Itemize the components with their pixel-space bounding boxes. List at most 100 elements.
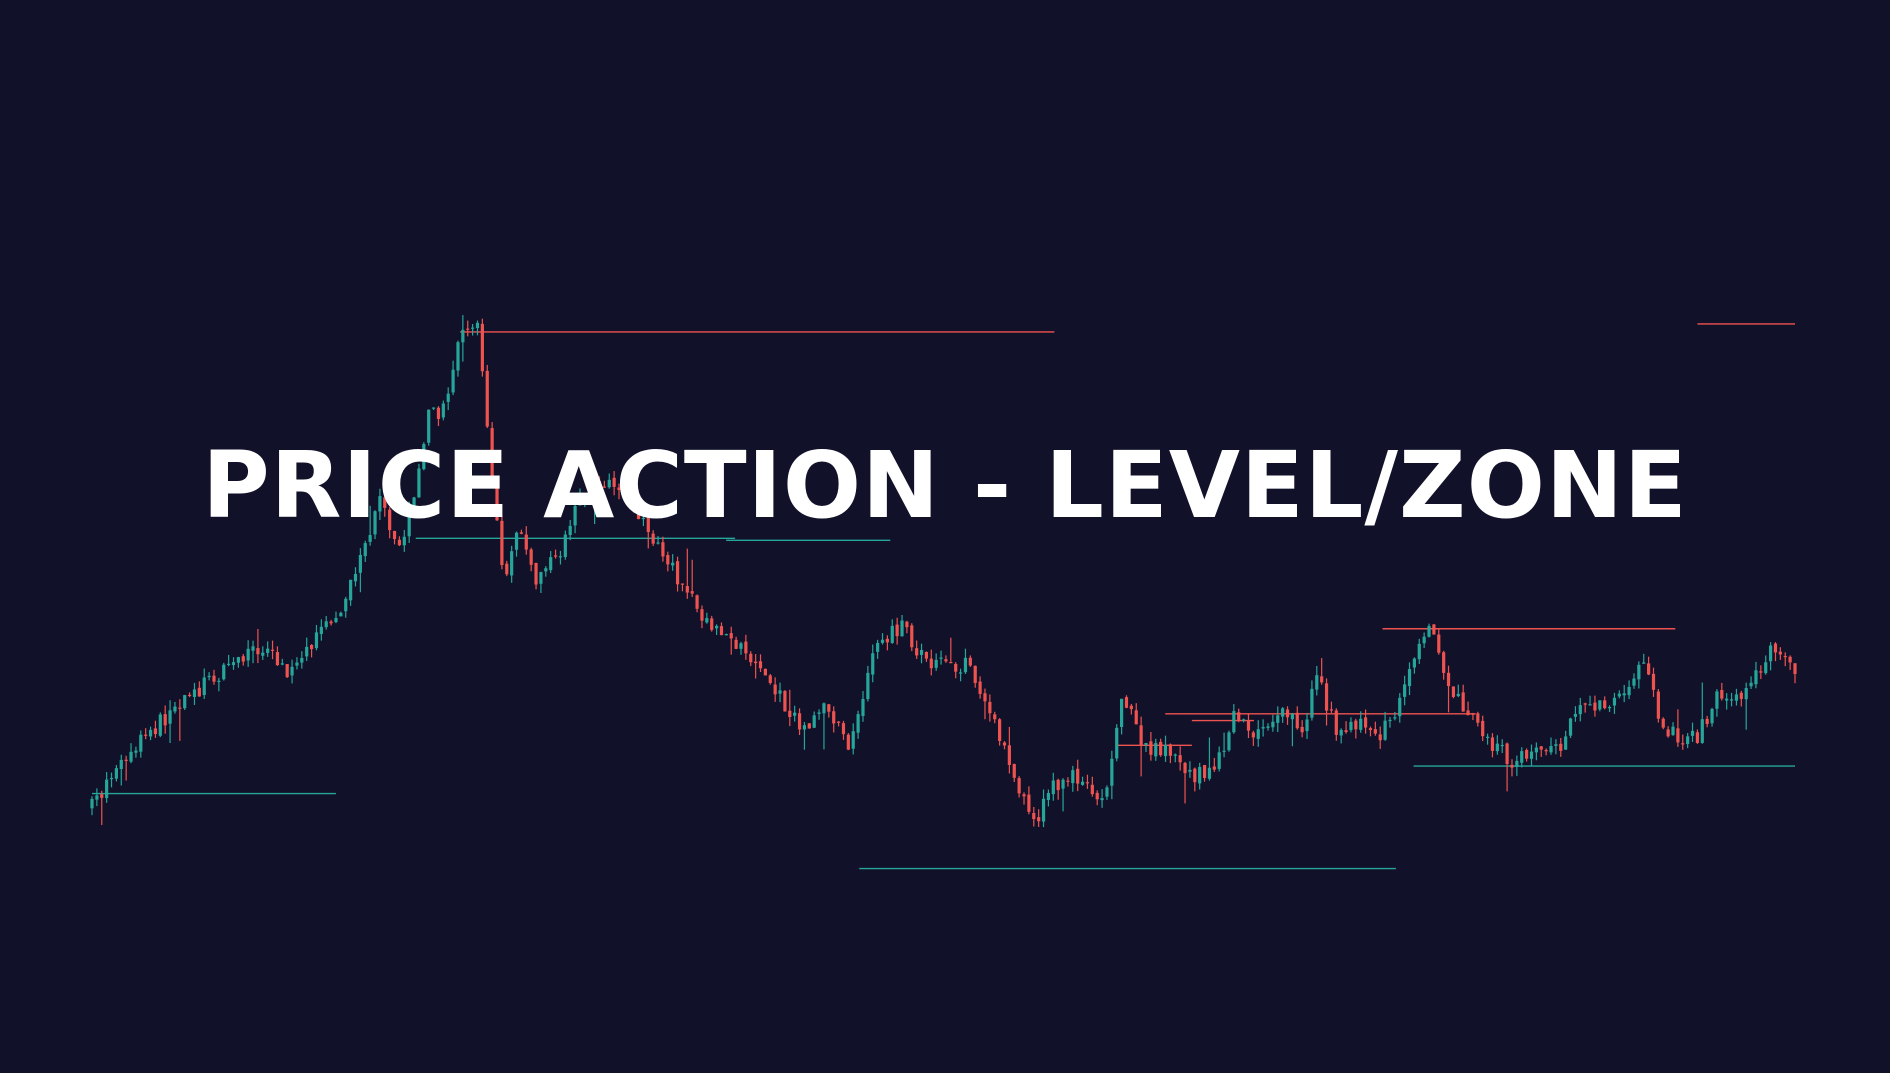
candle-body [895,624,899,637]
candle [754,654,758,679]
candle [836,721,841,727]
candle [1534,742,1538,761]
candle [1017,776,1021,798]
candle [1324,678,1329,726]
candle-body [1466,710,1470,716]
candle [1485,733,1490,745]
candle [1300,720,1304,738]
candle-body [685,586,689,593]
candle-body [1329,709,1334,711]
candle-body [1315,675,1319,690]
candle [866,665,870,702]
candle-body [1232,711,1236,733]
candle-body [1471,713,1475,715]
candle [1749,676,1753,690]
candle [495,481,499,521]
candle-body [192,689,197,697]
candle-body [700,609,704,621]
candle [1700,682,1704,744]
candle-body [1271,721,1275,728]
candle-body [1017,778,1021,794]
candle-body [1051,780,1055,795]
candle [1769,642,1773,671]
candle-body [1071,770,1075,784]
candle-body [329,621,333,624]
candle [1129,703,1133,715]
candle [466,320,470,337]
candle-body [1080,781,1085,785]
candle [305,637,309,661]
candle [148,726,153,741]
candle [422,442,426,471]
candle [661,536,665,562]
candle-body [1686,736,1690,745]
candle [880,633,885,645]
candle [1037,809,1041,827]
candle-body [1115,727,1119,759]
candle [1481,715,1485,742]
candle-body [1110,758,1114,786]
candle-body [1612,697,1617,706]
candle-body [153,728,158,735]
candle-body [1432,624,1436,635]
candle [109,772,114,788]
candle [690,559,694,598]
candle-body [651,533,655,544]
candle [793,705,797,722]
candle-body [1046,793,1051,801]
candle-body [1725,698,1729,701]
candle [124,755,128,781]
candle [1568,717,1573,739]
candle-body [1022,794,1026,797]
candle [114,765,118,782]
candle [290,659,294,684]
candle-body [910,625,914,648]
candle-body [1510,764,1514,768]
candle-body [1564,736,1568,750]
candle [1105,785,1109,800]
candle-body [763,668,767,676]
candle [675,556,680,592]
candle-body [1666,729,1670,737]
candle-body [148,729,153,737]
candle-body [1056,779,1060,791]
candle-body [1305,719,1309,732]
candle-body [1632,678,1636,686]
candle-body [1349,721,1353,731]
candle-body [1393,717,1397,719]
candle-body [1481,720,1485,737]
candle-body [588,494,592,500]
candle-body [744,641,748,654]
candle [1090,776,1094,797]
candle-body [1617,693,1621,697]
candle-body [788,710,792,718]
candle [1329,701,1334,713]
candle-body [275,652,280,666]
candle [744,634,748,660]
candle-body [900,620,904,637]
candle-body [490,428,494,483]
candle [1388,716,1392,728]
candle-body [451,369,455,393]
candle-body [505,563,509,575]
candle [319,619,323,641]
candle-body [236,657,240,663]
candle-body [544,568,548,572]
candle-body [1593,702,1597,711]
candle [1271,714,1275,732]
candle [1344,721,1348,734]
candle [671,554,675,571]
candle-body [1407,669,1412,687]
candle-body [719,626,724,636]
candle [241,653,245,666]
candle [1261,719,1265,737]
candle [597,476,602,492]
candle [441,400,445,421]
candle-body [1178,755,1182,763]
candle [456,340,460,377]
candle-body [187,694,192,697]
candle [1168,743,1173,764]
candle [295,657,299,670]
candle [183,694,187,710]
candle [797,708,802,736]
